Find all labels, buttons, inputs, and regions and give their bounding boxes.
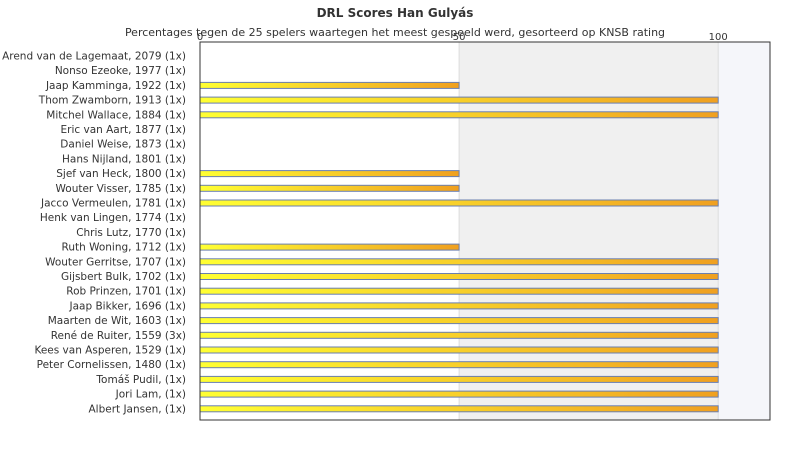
bar (199, 302, 719, 310)
bar (199, 184, 460, 192)
bar (199, 287, 719, 295)
category-label: Gijsbert Bulk, 1702 (1x) (61, 271, 186, 283)
x-tick-label: 50 (453, 32, 466, 43)
category-label: Ruth Woning, 1712 (1x) (62, 242, 187, 254)
category-label: Wouter Visser, 1785 (1x) (56, 183, 187, 195)
category-label: Rob Prinzen, 1701 (1x) (66, 286, 186, 298)
plot-background (459, 42, 770, 420)
category-label: Daniel Weise, 1873 (1x) (60, 139, 186, 151)
bar (199, 390, 719, 398)
category-label: Jacco Vermeulen, 1781 (1x) (40, 198, 186, 210)
category-label: Jori Lam, (1x) (115, 389, 186, 401)
bar (199, 331, 719, 339)
bar (199, 258, 719, 266)
bar (199, 96, 719, 104)
category-label: Eric van Aart, 1877 (1x) (61, 124, 187, 136)
category-label: Thom Zwamborn, 1913 (1x) (38, 95, 186, 107)
bar (199, 111, 719, 119)
bar (199, 375, 719, 383)
x-tick-label: 0 (197, 32, 203, 43)
category-labels: Arend van de Lagemaat, 2079 (1x) Nonso Ez… (2, 51, 186, 416)
bar (199, 317, 719, 325)
category-label: Hans Nijland, 1801 (1x) (62, 153, 186, 165)
gridlines (458, 42, 719, 420)
category-label: Arend van de Lagemaat, 2079 (1x) (2, 51, 186, 63)
category-label: Nonso Ezeoke, 1977 (1x) (55, 65, 186, 77)
category-label: Maarten de Wit, 1603 (1x) (48, 315, 186, 327)
category-label: Jaap Kamminga, 1922 (1x) (45, 80, 186, 92)
category-label: Chris Lutz, 1770 (1x) (76, 227, 186, 239)
category-label: Wouter Gerritse, 1707 (1x) (45, 256, 186, 268)
category-label: Mitchel Wallace, 1884 (1x) (46, 109, 186, 121)
plot-band-100-end (718, 42, 770, 420)
bar (199, 170, 460, 178)
category-label: Peter Cornelissen, 1480 (1x) (37, 359, 186, 371)
category-label: Jaap Bikker, 1696 (1x) (69, 300, 186, 312)
bar (199, 361, 719, 369)
bar (199, 273, 719, 280)
category-label: Albert Jansen, (1x) (88, 403, 186, 415)
plot-frame (199, 41, 771, 421)
chart-subtitle: Percentages tegen de 25 spelers waartege… (125, 26, 665, 39)
bar (199, 81, 460, 89)
category-label: Sjef van Heck, 1800 (1x) (56, 168, 186, 180)
category-label: Kees van Asperen, 1529 (1x) (34, 345, 186, 357)
category-label: Henk van Lingen, 1774 (1x) (40, 212, 186, 224)
bar (199, 346, 719, 354)
x-axis-ticks: 0 50 100 (197, 32, 728, 43)
x-tick-label: 100 (709, 32, 728, 43)
bar (199, 243, 460, 251)
bar (199, 405, 719, 413)
bar (199, 199, 719, 207)
plot-band-50-100 (459, 42, 719, 420)
category-label: Tomáš Pudil, (1x) (95, 374, 186, 386)
chart-title: DRL Scores Han Gulyás (317, 6, 474, 20)
category-label: René de Ruiter, 1559 (3x) (51, 330, 186, 342)
